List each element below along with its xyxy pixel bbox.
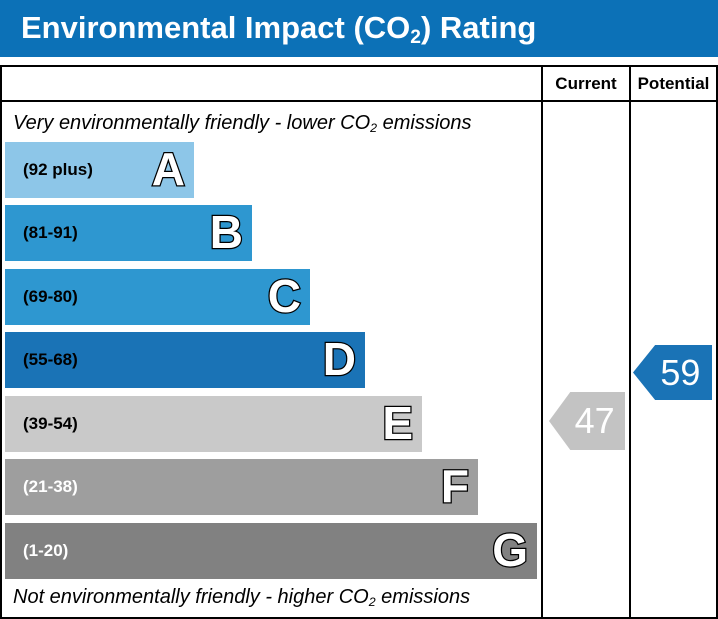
band-range-label: (1-20): [23, 541, 69, 560]
top-caption-text-end: emissions: [377, 112, 472, 134]
band-row-d: (55-68) D: [5, 332, 365, 388]
band-row-c: (69-80) C: [5, 269, 310, 325]
top-caption-text: Very environmentally friendly - lower CO: [13, 112, 371, 134]
column-divider-potential: [629, 67, 631, 617]
band-letter: C: [267, 269, 303, 324]
band-letter: F: [440, 459, 471, 514]
bottom-caption-text-end: emissions: [375, 586, 471, 608]
page-title-text-end: ) Rating: [420, 10, 537, 45]
potential-rating-value: 59: [660, 352, 701, 393]
band-letter: E: [381, 396, 414, 451]
band-letter: A: [151, 142, 187, 197]
band-row-f: (21-38) F: [5, 459, 478, 515]
band-range-label: (92 plus): [23, 160, 93, 179]
page-title: Environmental Impact (CO2) Rating: [21, 0, 536, 57]
current-rating-value: 47: [574, 400, 615, 441]
title-bar: Environmental Impact (CO2) Rating: [0, 0, 718, 57]
page-title-text: Environmental Impact (CO: [21, 10, 411, 45]
band-range-label: (39-54): [23, 414, 78, 433]
bottom-caption-text: Not environmentally friendly - higher CO: [13, 586, 369, 608]
band-range-label: (21-38): [23, 477, 78, 496]
band-row-a: (92 plus) A: [5, 142, 194, 198]
band-row-g: (1-20) G: [5, 523, 537, 579]
band-row-e: (39-54) E: [5, 396, 422, 452]
band-letter: D: [322, 332, 358, 387]
current-rating-arrow: 47: [549, 392, 625, 450]
band-letter: G: [491, 523, 529, 578]
bottom-caption-subscript: 2: [368, 595, 376, 610]
page-title-subscript: 2: [410, 27, 421, 49]
column-header-current: Current: [555, 74, 617, 93]
potential-rating-arrow: 59: [633, 345, 712, 400]
band-range-label: (81-91): [23, 223, 78, 242]
band-range-label: (55-68): [23, 350, 78, 369]
band-row-b: (81-91) B: [5, 205, 252, 261]
bottom-caption: Not environmentally friendly - higher CO…: [13, 579, 470, 615]
top-caption: Very environmentally friendly - lower CO…: [13, 105, 472, 141]
band-range-label: (69-80): [23, 287, 78, 306]
column-header-potential: Potential: [637, 74, 710, 93]
band-letter: B: [209, 205, 245, 260]
top-caption-subscript: 2: [370, 121, 378, 136]
rating-table: Current Potential Very environmentally f…: [0, 65, 718, 619]
column-divider-current: [541, 67, 543, 617]
header-divider-line: [2, 100, 716, 102]
